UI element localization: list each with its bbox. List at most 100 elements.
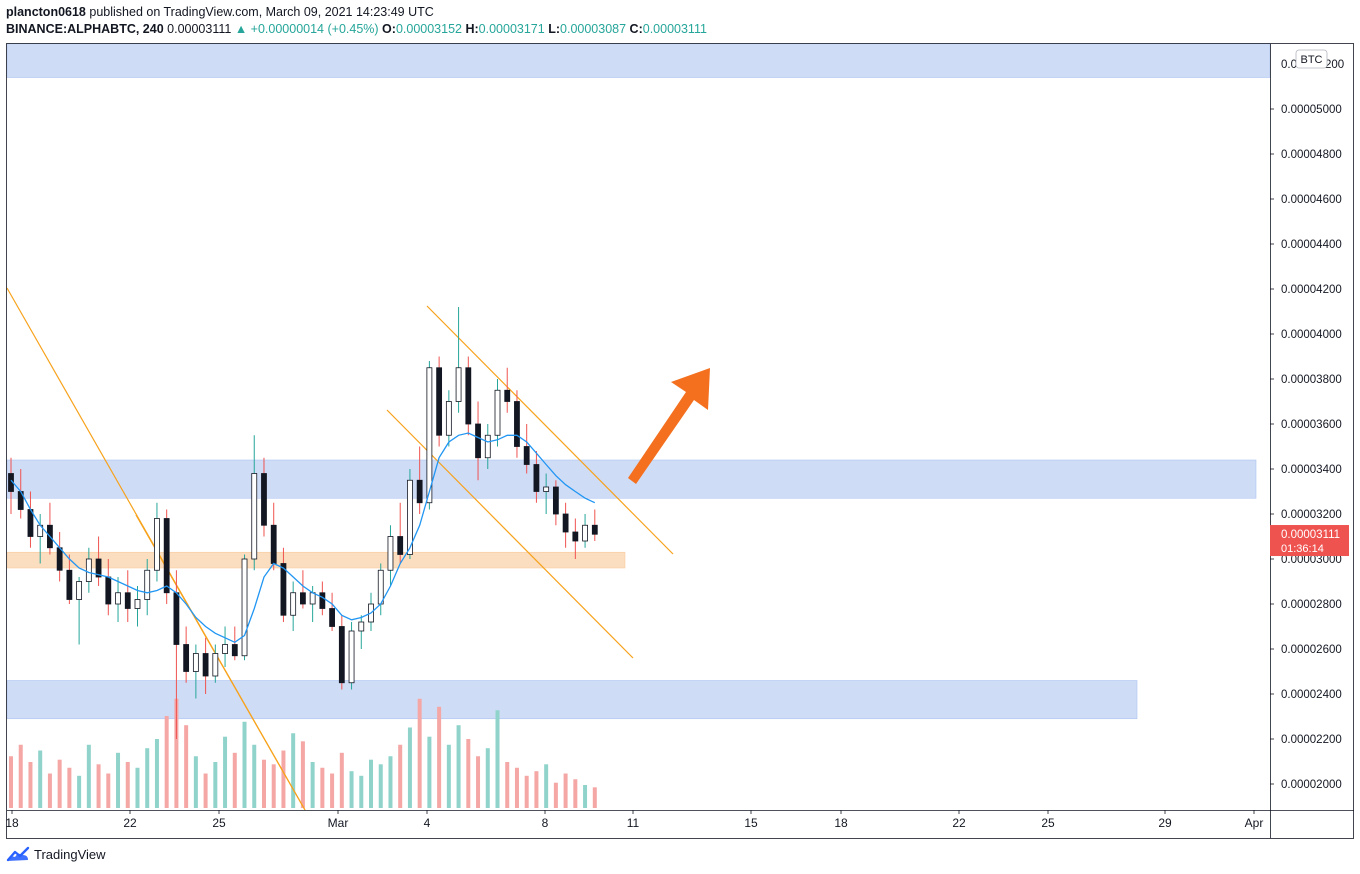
price-tick-label: 0.00004000 — [1281, 329, 1342, 341]
current-price-marker — [1270, 525, 1349, 557]
candle-body — [475, 423, 481, 459]
candle-body — [358, 621, 365, 632]
candle-body — [387, 536, 394, 571]
candle-body — [504, 389, 511, 402]
candle-body — [95, 558, 102, 578]
volume-bar — [86, 744, 91, 808]
volume-bar — [417, 698, 422, 808]
candle-body — [338, 626, 345, 684]
volume-bar — [261, 759, 266, 808]
volume-bar — [223, 736, 228, 808]
candle-body — [183, 644, 190, 672]
volume-bar — [106, 773, 111, 808]
open-value: 0.00003152 — [395, 22, 462, 36]
last-price: 0.00003111 — [167, 22, 232, 36]
moving-average-line — [10, 432, 596, 644]
zone-resistance-2 — [6, 459, 1257, 499]
moving-average-layer — [10, 432, 596, 644]
volume-bar — [96, 764, 101, 808]
time-tick-label: 22 — [123, 816, 137, 830]
candle-body — [416, 479, 423, 504]
time-tick-label: 25 — [1041, 816, 1055, 830]
price-tick-label: 0.00002600 — [1281, 644, 1342, 656]
volume-bar — [164, 716, 169, 808]
volume-bar — [47, 773, 52, 808]
volume-bar — [476, 756, 481, 808]
candle-body — [56, 547, 63, 571]
volume-bar — [310, 762, 315, 808]
volume-bar — [271, 764, 276, 808]
volume-bar — [437, 706, 442, 808]
candle-body — [543, 486, 550, 492]
candle-body — [261, 473, 267, 526]
candle-body — [251, 473, 258, 560]
volume-bar — [57, 759, 62, 808]
volume-bar — [18, 744, 23, 808]
volume-bar — [300, 741, 305, 808]
candle-body — [445, 401, 452, 436]
volume-bar — [154, 739, 159, 808]
volume-bar — [232, 752, 237, 808]
volume-bar — [203, 773, 208, 808]
candle-body — [436, 367, 443, 436]
price-tick-label: 0.00003200 — [1281, 509, 1342, 521]
zone-resistance-1 — [6, 43, 1271, 78]
price-axis: 0.00005000 0.00004800 0.00004600 0.00004400… — [1270, 49, 1349, 791]
time-tick-label: Mar — [328, 816, 349, 830]
drawings-layer — [6, 287, 710, 811]
volume-bar — [456, 725, 461, 808]
candle-body — [115, 592, 121, 605]
price-tick-label: 0.00003800 — [1281, 374, 1342, 386]
candle-body — [241, 558, 248, 657]
candle-body — [231, 644, 238, 657]
volume-bar — [125, 762, 130, 808]
currency-badge-label: BTC — [1301, 54, 1323, 66]
volume-bar — [359, 775, 364, 808]
volume-bar — [184, 725, 189, 808]
volume-bar — [514, 767, 519, 808]
volume-bar — [252, 744, 257, 808]
publisher-name[interactable]: plancton0618 — [6, 5, 86, 19]
candle-body — [484, 434, 491, 459]
candle-body — [319, 592, 326, 609]
candle-body — [455, 367, 462, 402]
candle-body — [154, 518, 160, 571]
tradingview-brand: TradingView — [34, 846, 106, 862]
candle-body — [144, 569, 151, 600]
tradingview-logo[interactable]: TradingView — [6, 846, 106, 862]
price-tick-label: 0.00002000 — [1281, 779, 1342, 791]
candle-body — [523, 446, 530, 465]
zone-support-4 — [6, 680, 1138, 720]
candle-body — [377, 569, 384, 605]
candle-body — [222, 644, 228, 654]
volume-bar — [563, 773, 568, 808]
volume-bar — [330, 773, 335, 808]
volume-bar — [193, 756, 198, 808]
trend-line-3 — [426, 305, 674, 555]
candle-body — [105, 576, 112, 605]
time-tick-label: 22 — [952, 816, 966, 830]
candle-body — [290, 592, 297, 616]
high-value: 0.00003171 — [478, 22, 545, 36]
candle-body — [397, 536, 404, 555]
price-tick-label: 0.00002200 — [1281, 734, 1342, 746]
zones-layer — [6, 43, 1271, 720]
price-tick-label: 0.00002400 — [1281, 689, 1342, 701]
time-tick-label: 4 — [424, 816, 431, 830]
candle-body — [562, 513, 569, 533]
volume-layer — [9, 698, 597, 808]
chart-frame — [6, 43, 1354, 839]
price-change: +0.00000014 (+0.45%) — [250, 22, 379, 36]
volume-bar — [573, 779, 578, 808]
candle-body — [591, 524, 598, 535]
candle-body — [329, 608, 335, 627]
symbol-label[interactable]: BINANCE:ALPHABTC, 240 — [6, 22, 164, 36]
zone-support-3 — [6, 551, 626, 569]
currency-badge[interactable] — [1295, 49, 1328, 69]
tradingview-cloud-icon — [6, 846, 30, 862]
candle-body — [426, 367, 433, 504]
candle-body — [212, 653, 219, 677]
close-value: 0.00003111 — [642, 22, 707, 36]
candle-body — [173, 592, 180, 645]
